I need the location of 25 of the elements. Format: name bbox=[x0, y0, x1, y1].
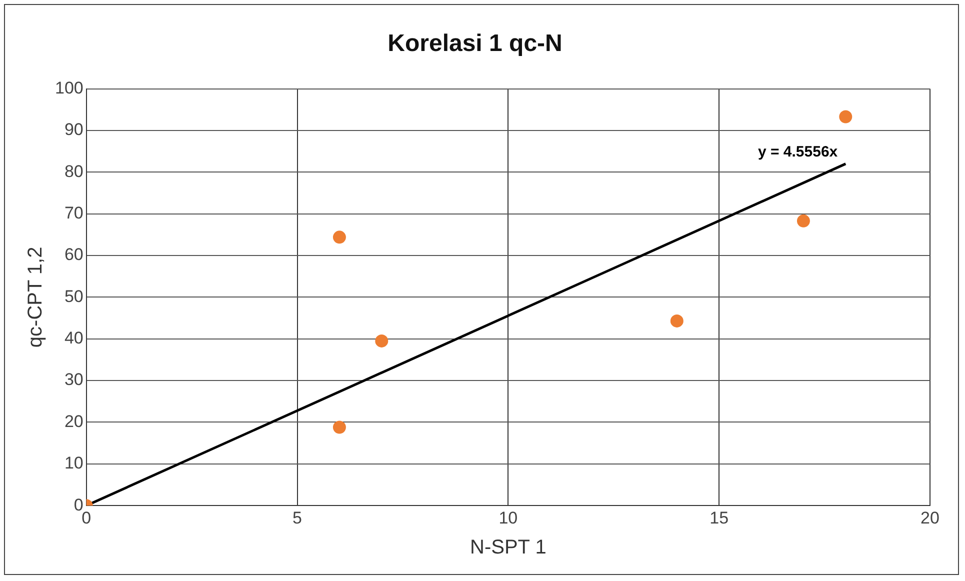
y-tick-label: 80 bbox=[64, 162, 84, 181]
y-tick-label: 50 bbox=[64, 286, 84, 306]
y-tick-label: 40 bbox=[64, 328, 84, 348]
x-tick-label: 20 bbox=[920, 508, 940, 528]
y-axis-title: qc-CPT 1,2 bbox=[24, 246, 47, 348]
point bbox=[796, 214, 810, 228]
annotation: y = 4.5556x bbox=[758, 143, 838, 160]
y-tick-label: 0 bbox=[74, 495, 84, 514]
point bbox=[332, 420, 346, 434]
point bbox=[839, 110, 852, 124]
point bbox=[332, 230, 346, 244]
x-axis-title: N-SPT 1 bbox=[470, 536, 546, 559]
x-tick-label: 5 bbox=[292, 508, 302, 528]
point bbox=[375, 334, 388, 348]
point bbox=[670, 314, 684, 328]
chart-title: Korelasi 1 qc-N bbox=[388, 30, 562, 58]
y-tick-label: 60 bbox=[64, 245, 84, 264]
y-tick-label: 20 bbox=[64, 412, 84, 431]
x-tick-label: 10 bbox=[498, 508, 518, 528]
y-tick-label: 30 bbox=[64, 370, 84, 390]
y-tick-label: 70 bbox=[64, 204, 84, 223]
y-tick-label: 10 bbox=[64, 454, 84, 473]
y-tick-label: 90 bbox=[64, 120, 84, 140]
y-tick-label: 100 bbox=[54, 78, 84, 98]
x-tick-label: 15 bbox=[710, 508, 729, 528]
